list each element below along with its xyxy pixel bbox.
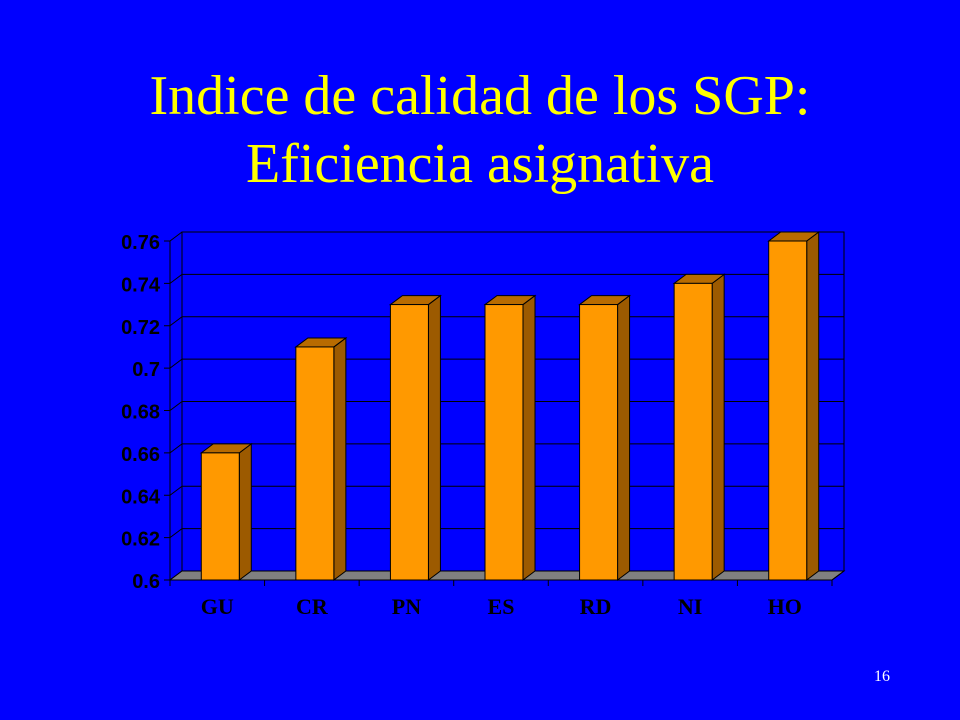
bar-cr — [294, 336, 348, 581]
x-tick-label: PN — [392, 594, 421, 619]
y-tick-label: 0.72 — [121, 317, 160, 339]
bar-side — [333, 336, 347, 581]
bar-front — [579, 304, 619, 581]
y-tick-label: 0.62 — [121, 529, 160, 551]
bar-front — [484, 304, 524, 581]
x-tick-label: GU — [201, 594, 234, 619]
x-tick-label: NI — [678, 594, 702, 619]
gridline-side — [169, 401, 183, 411]
y-tick-label: 0.74 — [121, 274, 161, 296]
gridline-side — [169, 485, 183, 496]
page-number: 16 — [874, 668, 890, 685]
bar-front — [295, 346, 335, 581]
bar-ni — [672, 273, 726, 581]
gridline-side — [169, 443, 183, 454]
bars — [199, 231, 821, 581]
y-tick-label: 0.7 — [132, 359, 160, 381]
bar-es — [483, 294, 537, 581]
bar-pn — [388, 294, 442, 581]
bar-side — [427, 294, 441, 581]
bar-ho — [767, 231, 821, 581]
gridline-side — [169, 231, 183, 242]
bar-front — [673, 282, 713, 581]
x-axis-ticks: GU CR PN ES RD NI HO — [169, 580, 833, 619]
slide-title-line-2: Eficiencia asignativa — [246, 133, 714, 195]
gridline-side — [169, 316, 183, 327]
x-tick-label: HO — [768, 594, 802, 619]
bar-side — [238, 442, 252, 581]
gridline-side — [169, 358, 183, 369]
bar-side — [806, 231, 820, 581]
y-axis-ticks: 0.6 0.62 0.64 0.66 0.68 0.7 0.72 0.74 0.76 — [121, 232, 170, 593]
bar-front — [389, 304, 429, 581]
x-tick-label: ES — [488, 594, 515, 619]
bar-side — [617, 294, 631, 581]
y-tick-label: 0.66 — [121, 444, 160, 466]
bar-rd — [578, 294, 632, 581]
bar-front — [200, 452, 240, 581]
y-tick-label: 0.6 — [132, 571, 160, 593]
bar-side — [711, 273, 725, 581]
bar-front — [768, 240, 808, 581]
x-tick-label: CR — [296, 594, 329, 619]
y-tick-label: 0.64 — [121, 486, 161, 508]
x-tick-label: RD — [580, 594, 612, 619]
slide-title-line-1: Indice de calidad de los SGP: — [149, 65, 811, 127]
floor-edge — [831, 570, 845, 581]
y-tick-label: 0.76 — [121, 232, 160, 254]
gridline-side — [169, 528, 183, 539]
slide-title: Indice de calidad de los SGP: Eficiencia… — [0, 62, 960, 198]
y-tick-label: 0.68 — [121, 402, 160, 424]
bar-side — [522, 294, 536, 581]
bar-gu — [199, 442, 253, 581]
gridline-side — [169, 273, 183, 284]
